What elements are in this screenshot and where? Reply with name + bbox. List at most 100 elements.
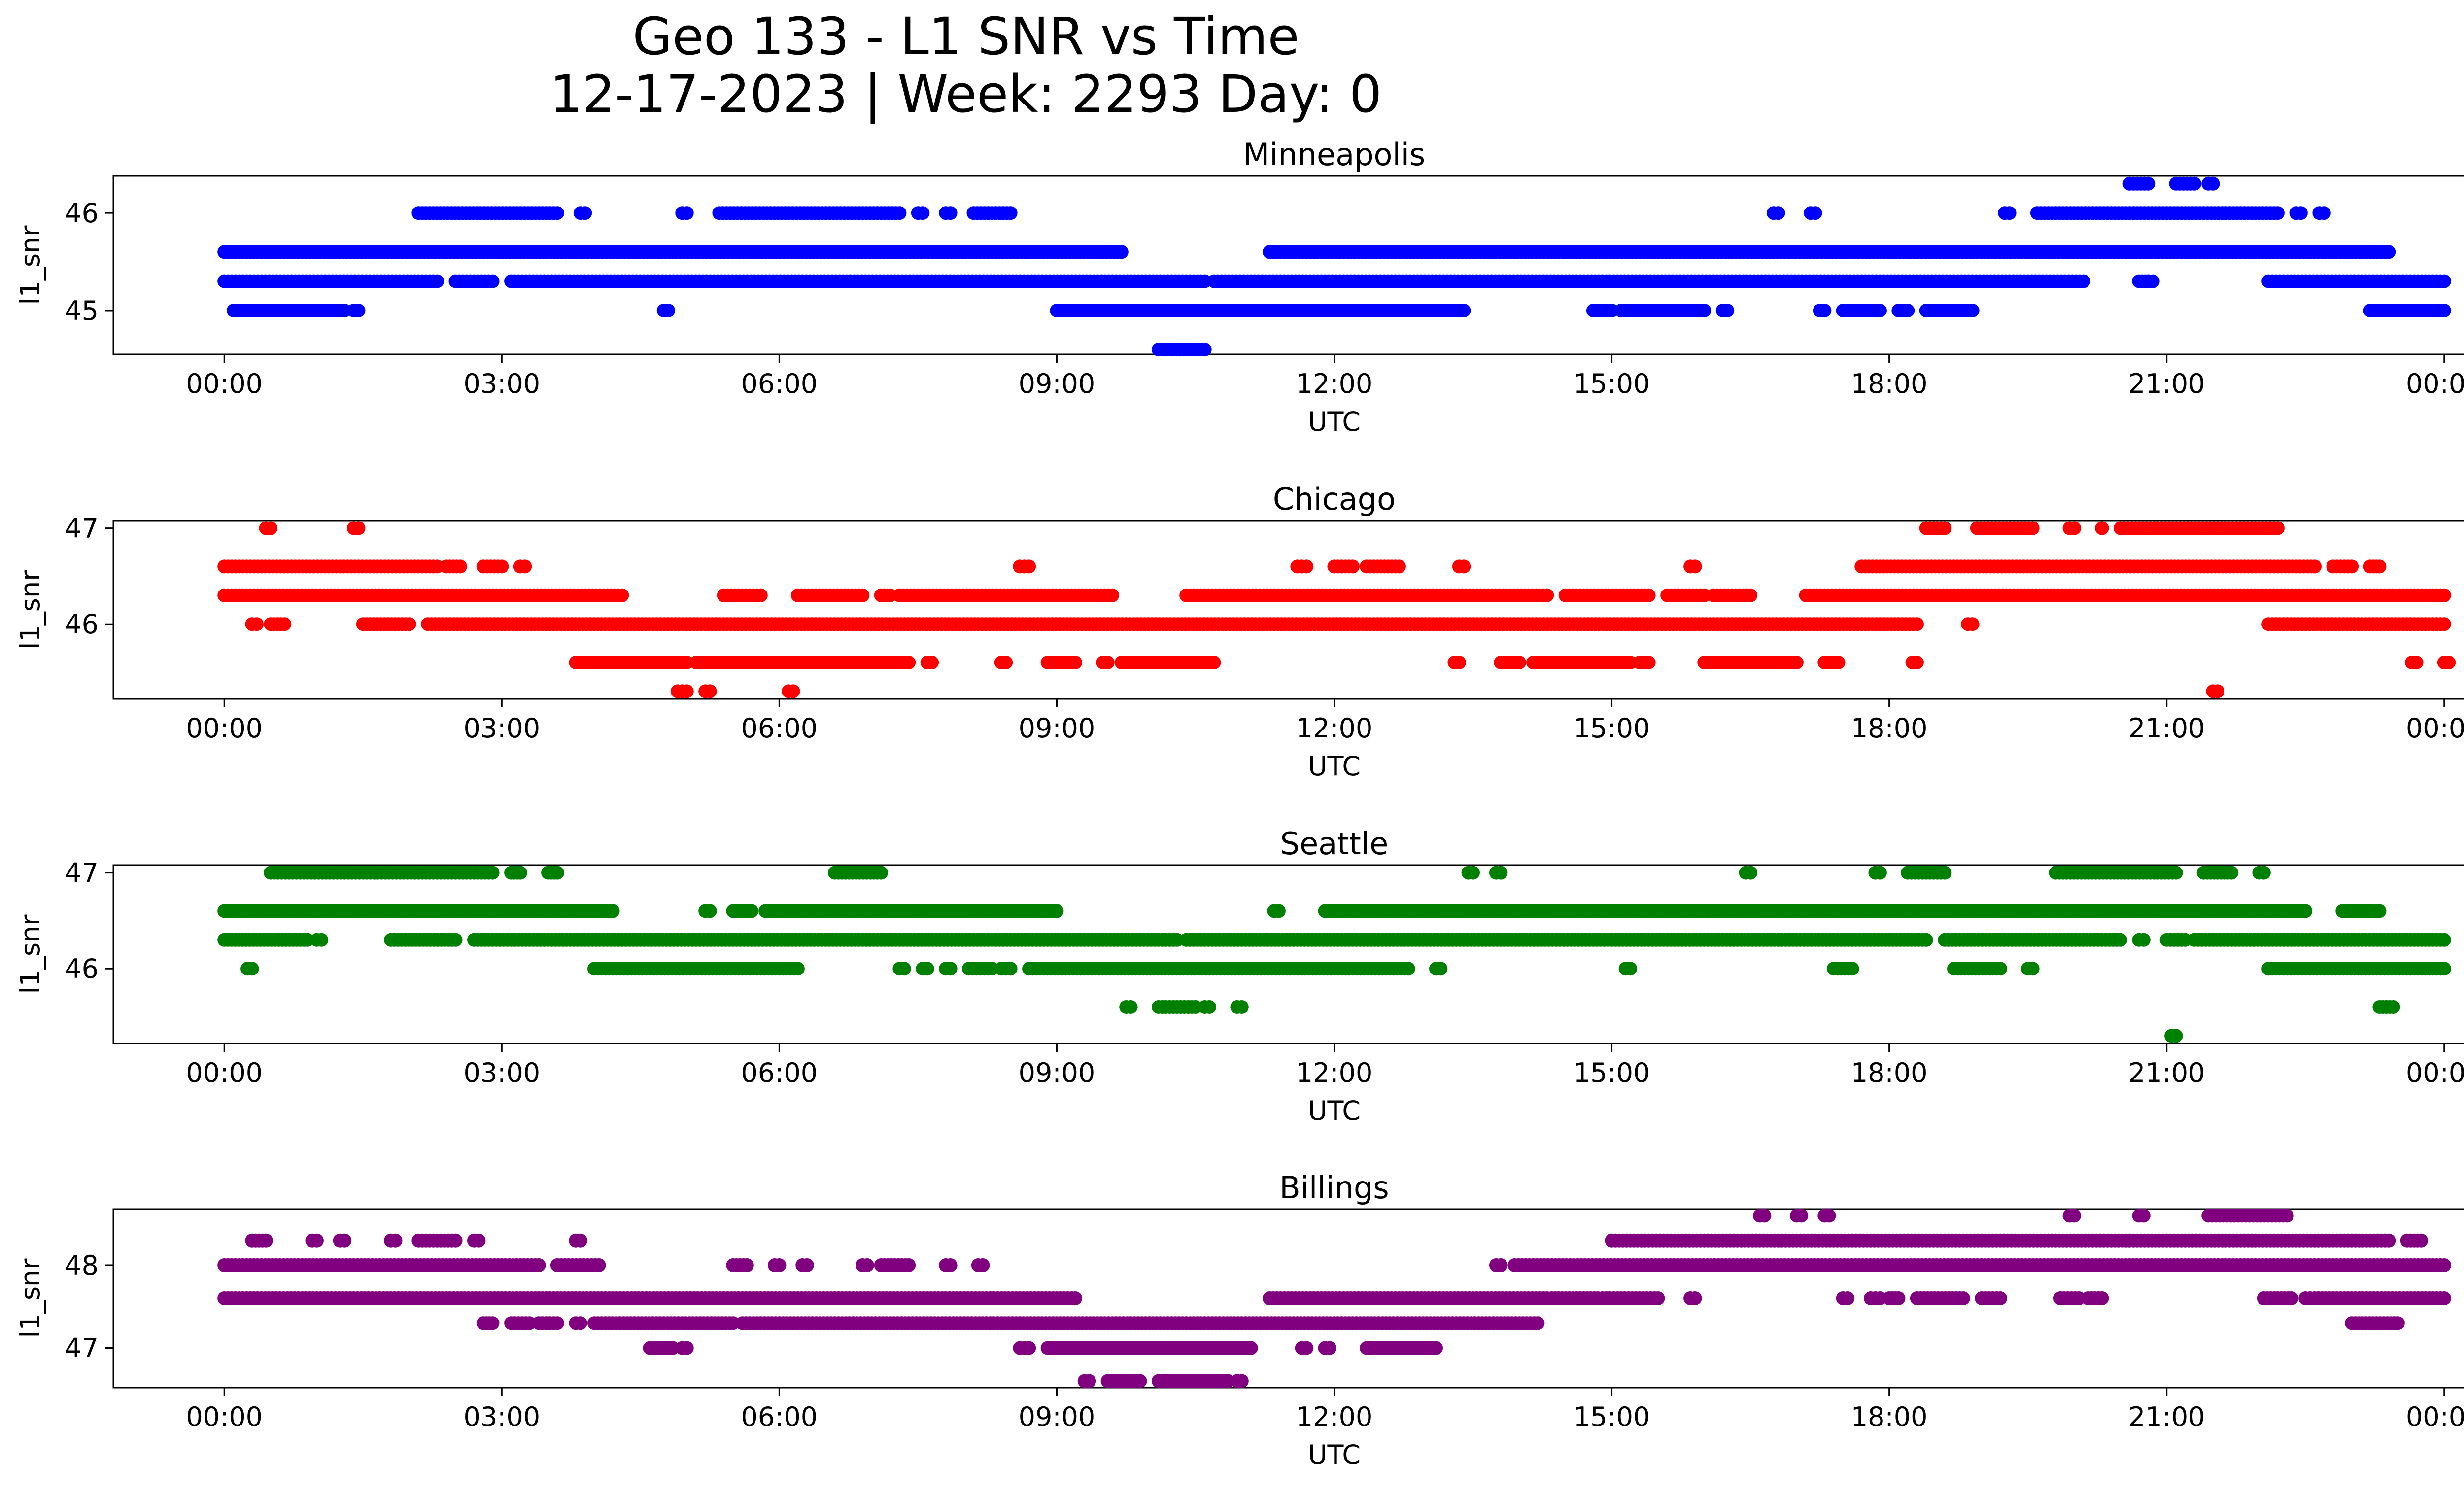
x-axis-label: UTC <box>1308 751 1361 782</box>
x-tick-label: 21:00 <box>2128 368 2205 399</box>
scatter-point <box>472 1233 486 1248</box>
scatter-point <box>2308 559 2322 574</box>
scatter-point <box>277 617 292 631</box>
scatter-point <box>1540 588 1554 602</box>
scatter-point <box>1642 588 1656 602</box>
x-tick-label: 18:00 <box>1851 368 1928 399</box>
scatter-point <box>1642 656 1656 669</box>
scatter-point <box>943 962 958 976</box>
scatter-point <box>1697 304 1711 317</box>
scatter-point <box>518 559 532 574</box>
scatter-point <box>856 588 870 602</box>
scatter-point <box>1512 656 1526 669</box>
scatter-point <box>2169 1029 2183 1043</box>
x-tick-label: 15:00 <box>1574 1057 1650 1088</box>
y-axis-label: l1_snr <box>15 1258 46 1338</box>
scatter-point <box>892 206 907 220</box>
subplot-title: Billings <box>1279 1170 1389 1206</box>
x-tick-label: 00:00 <box>186 368 263 399</box>
scatter-point <box>2298 904 2313 918</box>
scatter-point <box>1938 866 1952 880</box>
scatter-point <box>745 904 759 918</box>
scatter-point <box>916 206 930 220</box>
scatter-point <box>2437 304 2451 317</box>
scatter-point <box>2257 866 2271 880</box>
scatter-point <box>573 1233 587 1248</box>
scatter-point <box>592 1258 606 1272</box>
scatter-point <box>2442 656 2456 669</box>
scatter-point <box>1919 933 1933 947</box>
scatter-point <box>1105 588 1119 602</box>
scatter-point <box>402 617 416 631</box>
scatter-point <box>2409 656 2424 669</box>
scatter-point <box>2372 904 2387 918</box>
scatter-point <box>1207 656 1221 669</box>
scatter-point <box>1744 588 1758 602</box>
scatter-point <box>1938 521 1952 535</box>
scatter-point <box>2437 588 2451 602</box>
figure-title-line-1: Geo 133 - L1 SNR vs Time <box>632 6 1299 67</box>
x-tick-label: 06:00 <box>741 1057 818 1088</box>
scatter-point <box>1234 1000 1249 1014</box>
scatter-point <box>1434 962 1448 976</box>
scatter-point <box>680 684 694 698</box>
x-tick-label: 18:00 <box>1851 713 1928 744</box>
scatter-point <box>790 962 805 976</box>
scatter-point <box>999 656 1013 669</box>
scatter-point <box>1623 962 1638 976</box>
scatter-point <box>1392 559 1406 574</box>
x-tick-label: 12:00 <box>1296 368 1373 399</box>
scatter-point <box>920 962 934 976</box>
scatter-point <box>453 559 467 574</box>
y-tick-label: 47 <box>65 1333 99 1364</box>
subplot-title: Chicago <box>1273 481 1396 517</box>
x-tick-label: 12:00 <box>1296 1401 1373 1432</box>
scatter-point <box>550 206 564 220</box>
scatter-point <box>2210 684 2224 698</box>
x-tick-label: 03:00 <box>463 1401 540 1432</box>
scatter-point <box>2076 274 2090 288</box>
scatter-point <box>2414 1233 2428 1248</box>
scatter-point <box>606 904 620 918</box>
y-tick-label: 47 <box>65 858 99 889</box>
x-tick-label: 18:00 <box>1851 1401 1928 1432</box>
subplot-title: Minneapolis <box>1243 137 1426 173</box>
scatter-point <box>1100 656 1115 669</box>
scatter-point <box>1817 304 1832 317</box>
scatter-point <box>351 304 366 317</box>
scatter-point <box>485 274 500 288</box>
scatter-point <box>874 866 888 880</box>
x-axis-label: UTC <box>1308 406 1361 437</box>
x-axis-label: UTC <box>1308 1439 1361 1470</box>
x-tick-label: 12:00 <box>1296 1057 1373 1088</box>
scatter-point <box>2270 521 2285 535</box>
scatter-point <box>2169 866 2183 880</box>
x-tick-label: 06:00 <box>741 368 818 399</box>
scatter-point <box>1794 1209 1809 1223</box>
scatter-point <box>1466 866 1480 880</box>
scatter-point <box>1822 1209 1836 1223</box>
x-tick-label: 03:00 <box>463 713 540 744</box>
x-tick-label: 15:00 <box>1574 1401 1650 1432</box>
scatter-point <box>495 559 509 574</box>
scatter-point <box>1124 1000 1138 1014</box>
scatter-point <box>513 866 527 880</box>
scatter-point <box>1003 962 1018 976</box>
scatter-point <box>1457 559 1471 574</box>
scatter-point <box>661 304 676 317</box>
scatter-point <box>2270 206 2285 220</box>
scatter-point <box>1873 304 1887 317</box>
scatter-point <box>1965 304 1980 317</box>
scatter-point <box>314 933 329 947</box>
scatter-point <box>2025 521 2040 535</box>
scatter-point <box>264 521 278 535</box>
scatter-point <box>1346 559 1360 574</box>
scatter-point <box>2372 559 2387 574</box>
scatter-point <box>2113 933 2127 947</box>
scatter-point <box>550 866 564 880</box>
scatter-point <box>1744 866 1758 880</box>
scatter-point <box>902 656 916 669</box>
scatter-point <box>1873 866 1887 880</box>
